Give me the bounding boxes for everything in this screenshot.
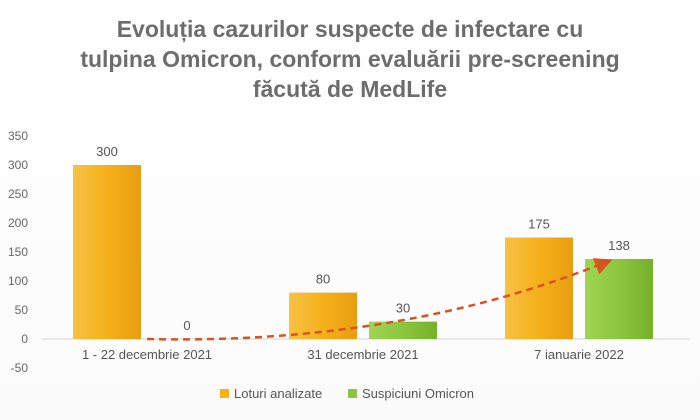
x-category-label: 1 - 22 decembrie 2021 xyxy=(82,347,212,362)
data-label: 80 xyxy=(316,272,330,287)
bar-loturi-analizate xyxy=(73,165,141,339)
data-label: 300 xyxy=(96,144,118,159)
trend-arrow xyxy=(146,258,613,341)
x-category-label: 7 ianuarie 2022 xyxy=(534,347,624,362)
bar-suspiciuni-omicron xyxy=(585,258,653,339)
data-label: 138 xyxy=(608,238,630,253)
y-tick-label: 200 xyxy=(8,216,28,230)
y-tick-label: 50 xyxy=(15,303,29,317)
y-tick-label: 250 xyxy=(8,187,28,201)
y-tick-label: 300 xyxy=(8,158,28,172)
y-tick-label: 350 xyxy=(8,129,28,143)
legend-label: Suspiciuni Omicron xyxy=(362,386,474,401)
y-tick-label: 100 xyxy=(8,274,28,288)
data-label: 30 xyxy=(396,301,410,316)
chart-title: Evoluția cazurilor suspecte de infectare… xyxy=(0,14,700,104)
y-tick-label: -50 xyxy=(11,361,29,375)
bar-loturi-analizate xyxy=(505,237,573,339)
bar-suspiciuni-omicron xyxy=(369,321,437,339)
legend-swatch xyxy=(220,389,229,398)
chart-title-line: făcută de MedLife xyxy=(252,76,448,102)
bar-loturi-analizate xyxy=(289,292,357,339)
chart-title-line: Evoluția cazurilor suspecte de infectare… xyxy=(116,16,584,42)
y-tick-label: 0 xyxy=(21,332,28,346)
y-tick-label: 150 xyxy=(8,245,28,259)
data-label: 0 xyxy=(183,318,190,333)
x-category-label: 31 decembrie 2021 xyxy=(307,347,418,362)
data-label: 175 xyxy=(528,217,550,232)
legend-label: Loturi analizate xyxy=(234,386,322,401)
chart-title-line: tulpina Omicron, conform evaluării pre-s… xyxy=(80,46,620,72)
legend-swatch xyxy=(348,389,357,398)
